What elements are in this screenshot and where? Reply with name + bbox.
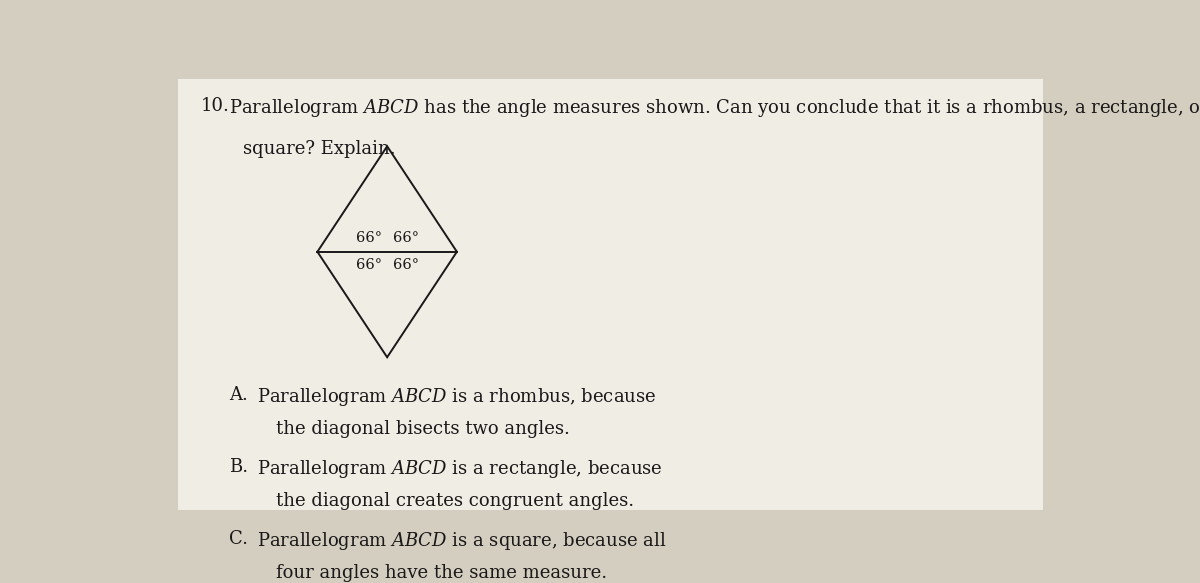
Text: 66°: 66° xyxy=(355,231,382,245)
Text: B.: B. xyxy=(229,458,248,476)
Text: C.: C. xyxy=(229,530,248,548)
Text: Parallelogram $ABCD$ is a rectangle, because: Parallelogram $ABCD$ is a rectangle, bec… xyxy=(257,458,662,480)
Text: Parallelogram $ABCD$ is a rhombus, because: Parallelogram $ABCD$ is a rhombus, becau… xyxy=(257,387,656,409)
Text: the diagonal bisects two angles.: the diagonal bisects two angles. xyxy=(276,420,570,438)
Text: Parallelogram $ABCD$ is a square, because all: Parallelogram $ABCD$ is a square, becaus… xyxy=(257,530,667,552)
Text: 66°: 66° xyxy=(355,258,382,272)
Text: A.: A. xyxy=(229,387,248,405)
FancyBboxPatch shape xyxy=(178,79,1043,510)
Text: 10.: 10. xyxy=(202,97,230,115)
Text: four angles have the same measure.: four angles have the same measure. xyxy=(276,564,607,582)
Text: 66°: 66° xyxy=(392,231,419,245)
Text: 66°: 66° xyxy=(392,258,419,272)
Text: the diagonal creates congruent angles.: the diagonal creates congruent angles. xyxy=(276,492,634,510)
Text: square? Explain.: square? Explain. xyxy=(242,139,396,157)
Text: Parallelogram $ABCD$ has the angle measures shown. Can you conclude that it is a: Parallelogram $ABCD$ has the angle measu… xyxy=(229,97,1200,119)
